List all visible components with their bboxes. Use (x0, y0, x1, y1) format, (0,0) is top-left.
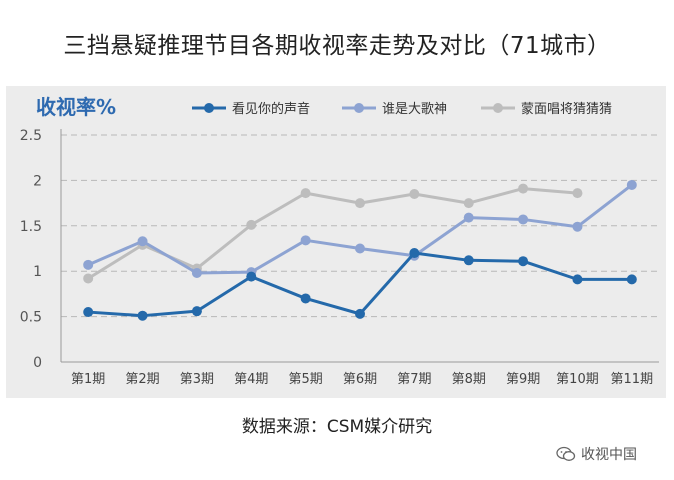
data-point (572, 188, 583, 199)
x-tick-label: 第9期 (506, 372, 540, 387)
data-point (409, 189, 420, 200)
data-point (626, 179, 637, 190)
data-point (300, 235, 311, 246)
x-tick-label: 第10期 (556, 372, 599, 387)
y-tick-label: 0 (33, 355, 42, 371)
legend-label: 蒙面唱将猜猜猜 (521, 102, 612, 117)
legend-marker (204, 103, 214, 113)
legend-label: 看见你的声音 (232, 101, 310, 117)
data-point (409, 248, 420, 259)
x-tick-label: 第5期 (288, 372, 322, 387)
x-tick-label: 第1期 (71, 372, 105, 387)
x-tick-label: 第8期 (452, 372, 486, 387)
data-point (463, 198, 474, 209)
y-tick-label: 1.5 (20, 219, 42, 235)
data-point (83, 307, 94, 318)
data-point (191, 268, 202, 279)
data-point (83, 273, 94, 284)
data-point (300, 293, 311, 304)
data-point (355, 243, 365, 254)
y-axis-title: 收视率% (36, 95, 116, 119)
x-tick-label: 第11期 (611, 372, 654, 387)
x-tick-label: 第3期 (180, 372, 214, 387)
data-point (355, 198, 365, 209)
watermark-text: 收视中国 (581, 447, 637, 463)
data-point (572, 221, 583, 232)
data-point (518, 183, 529, 194)
data-point (572, 274, 583, 285)
y-tick-label: 0.5 (20, 310, 42, 326)
data-point (246, 219, 257, 230)
data-point (355, 308, 365, 319)
legend-marker (493, 103, 503, 113)
data-point (83, 259, 94, 270)
data-point (300, 188, 311, 199)
x-tick-label: 第7期 (397, 372, 431, 387)
x-tick-label: 第4期 (234, 372, 268, 387)
legend-label: 谁是大歌神 (382, 102, 447, 117)
chart-panel (6, 86, 666, 398)
series-line (88, 251, 632, 318)
data-point (518, 214, 529, 225)
data-point (626, 274, 637, 285)
series-line (87, 187, 578, 280)
data-point (246, 271, 257, 282)
x-tick-label: 第2期 (125, 372, 159, 387)
chart-title: 三挡悬疑推理节目各期收视率走势及对比（71城市） (63, 33, 611, 59)
wechat-icon (556, 446, 576, 461)
data-point (463, 212, 474, 223)
data-point (191, 306, 202, 317)
data-point (137, 236, 148, 247)
y-tick-label: 2.5 (20, 128, 42, 144)
y-tick-label: 1 (33, 264, 42, 280)
watermark: 收视中国 (556, 444, 637, 464)
data-point (137, 310, 148, 321)
line-chart: 收视率% 0 0.5 1 1.5 2 2.5 第1期 第2期 第3期 第4期 第5期 第6期 第7期 第8期… (20, 95, 659, 387)
legend-marker (354, 103, 364, 113)
x-tick-label: 第6期 (343, 372, 377, 387)
source-note: 数据来源：CSM媒介研究 (241, 417, 433, 437)
data-point (518, 256, 529, 267)
y-tick-label: 2 (33, 173, 42, 189)
data-point (463, 255, 474, 266)
